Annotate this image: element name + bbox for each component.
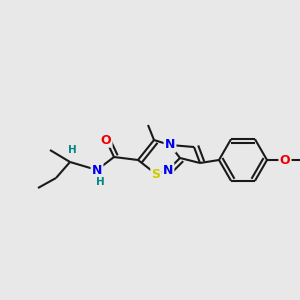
Text: H: H — [68, 145, 76, 155]
Text: S: S — [152, 167, 160, 181]
Text: O: O — [280, 154, 290, 166]
Text: O: O — [101, 134, 111, 146]
Text: N: N — [92, 164, 102, 176]
Text: N: N — [165, 139, 175, 152]
Text: N: N — [163, 164, 173, 176]
Text: H: H — [96, 177, 104, 187]
